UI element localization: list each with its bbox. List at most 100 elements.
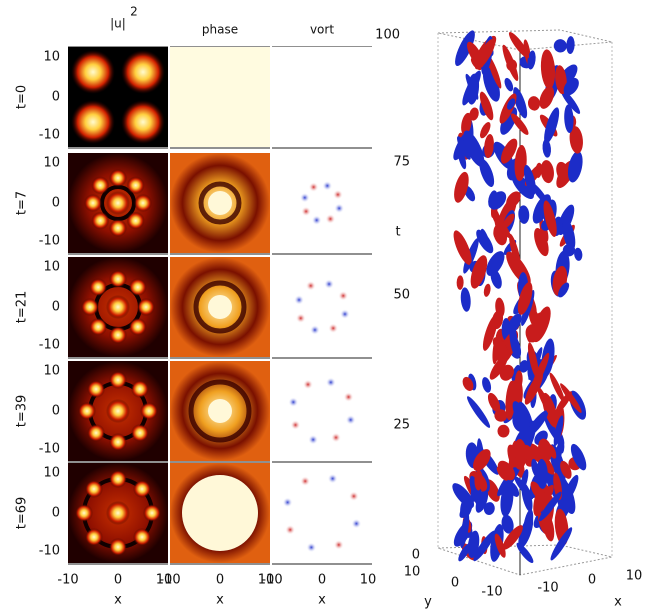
density-blob: [91, 211, 110, 230]
vortex-tube: [482, 66, 500, 102]
y-tick-label: 0: [451, 576, 459, 591]
vortex-tube: [536, 459, 548, 489]
vortex-tube: [553, 39, 567, 53]
vortex: [343, 392, 354, 403]
phase-ring: [188, 379, 252, 443]
vortex: [351, 518, 362, 529]
vortex-tube: [513, 87, 528, 119]
x-tick-label: -10: [537, 581, 558, 596]
vortex-tube: [456, 275, 464, 290]
vortex: [300, 476, 311, 487]
density-blob: [128, 278, 147, 297]
density-blob: [133, 528, 152, 547]
y-tick-label: 10: [43, 156, 60, 171]
vortex: [325, 377, 336, 388]
vortex-tube: [517, 282, 533, 315]
vortex-tube: [539, 86, 555, 109]
vortex-tube: [549, 372, 565, 403]
density-blob: [78, 402, 96, 420]
y-tick-label: 0: [52, 196, 60, 211]
vortex-tube: [553, 415, 564, 447]
density-core: [106, 191, 130, 215]
vortex-tube: [500, 138, 518, 164]
vortex-tube: [502, 525, 523, 550]
vortex-tube: [510, 113, 529, 135]
y-tick-label: -10: [39, 338, 60, 353]
vortex-tube: [550, 527, 573, 561]
t-tick-label: 75: [393, 155, 410, 170]
vortex-tube: [509, 321, 518, 356]
vortex: [308, 434, 319, 445]
vort-panel: [272, 463, 372, 563]
vortex-tube: [487, 392, 501, 413]
vortex-tube: [494, 533, 506, 558]
vortex-tube: [473, 530, 496, 562]
vortex-tube: [487, 55, 502, 89]
x-axis-label: x: [216, 593, 224, 608]
vortex: [325, 213, 336, 224]
vortex-tube: [456, 136, 471, 160]
density-blob: [71, 100, 115, 144]
density-blob: [91, 176, 110, 195]
vortex-tube: [474, 470, 483, 491]
t-axis-label: t: [395, 225, 400, 240]
y-tick-label: 0: [52, 90, 60, 105]
density-blob: [89, 317, 108, 336]
vortex-tube: [461, 112, 472, 136]
vortex: [303, 379, 314, 390]
vortex: [295, 313, 306, 324]
vortex-tube: [537, 386, 553, 418]
row-label: t=69: [15, 497, 30, 530]
vortex-tube: [470, 255, 488, 289]
vortex-tube: [501, 514, 514, 534]
vortex-tube: [507, 98, 516, 110]
vortex: [339, 309, 350, 320]
density-blob: [87, 380, 106, 399]
vortex-tube: [548, 444, 557, 459]
vortex-tube: [531, 458, 539, 477]
vortex: [322, 180, 333, 191]
vortex: [327, 473, 338, 484]
vortex: [332, 189, 343, 200]
x-axis-label: x: [318, 593, 326, 608]
y-tick-label: 10: [43, 50, 60, 65]
panel-grid: t=0 10 0 -10 t=7 10 0 -10 t=21 10 0 -10 t=39 10 0 -10 t=…: [15, 46, 376, 608]
phase-ring: [193, 280, 247, 334]
vortex-tube: [473, 449, 491, 471]
vortex: [324, 279, 335, 290]
vortex-tube: [508, 32, 530, 59]
header-superscript: 2: [130, 5, 138, 19]
vortex-tube: [538, 438, 552, 462]
vortex-tube: [560, 460, 572, 479]
vortex-tube: [512, 401, 530, 431]
y-tick-label: 10: [404, 565, 421, 580]
phase-ring: [198, 181, 242, 225]
phase-panel: [170, 47, 270, 147]
x-tick-label: -10: [159, 573, 180, 588]
vortex-tube: [514, 370, 523, 390]
vortex-tube: [457, 146, 467, 170]
row-label: t=7: [15, 191, 30, 215]
vortex-tube: [562, 219, 576, 251]
vortex: [282, 497, 293, 508]
density-blob: [130, 380, 149, 399]
vortex-tube: [555, 65, 567, 95]
vortex-tube: [540, 49, 556, 90]
vortex-tube: [467, 396, 491, 428]
vortex-tube: [514, 476, 534, 500]
vortex-tube: [505, 380, 516, 421]
t-tick-label: 100: [375, 28, 400, 43]
y-tick-label: -10: [39, 128, 60, 143]
vortex-tube: [567, 151, 583, 183]
vortex-tube: [564, 104, 574, 134]
vortex-tube: [489, 191, 507, 210]
vortex-tube: [533, 481, 548, 517]
vortex-tube: [463, 130, 485, 167]
vortex-tube: [525, 324, 539, 343]
vortex-tube: [467, 530, 480, 559]
x-tick-label: 10: [626, 569, 643, 584]
vortex-tube: [458, 543, 471, 562]
vortex-tube: [490, 269, 502, 289]
vortex-tube: [542, 139, 551, 158]
